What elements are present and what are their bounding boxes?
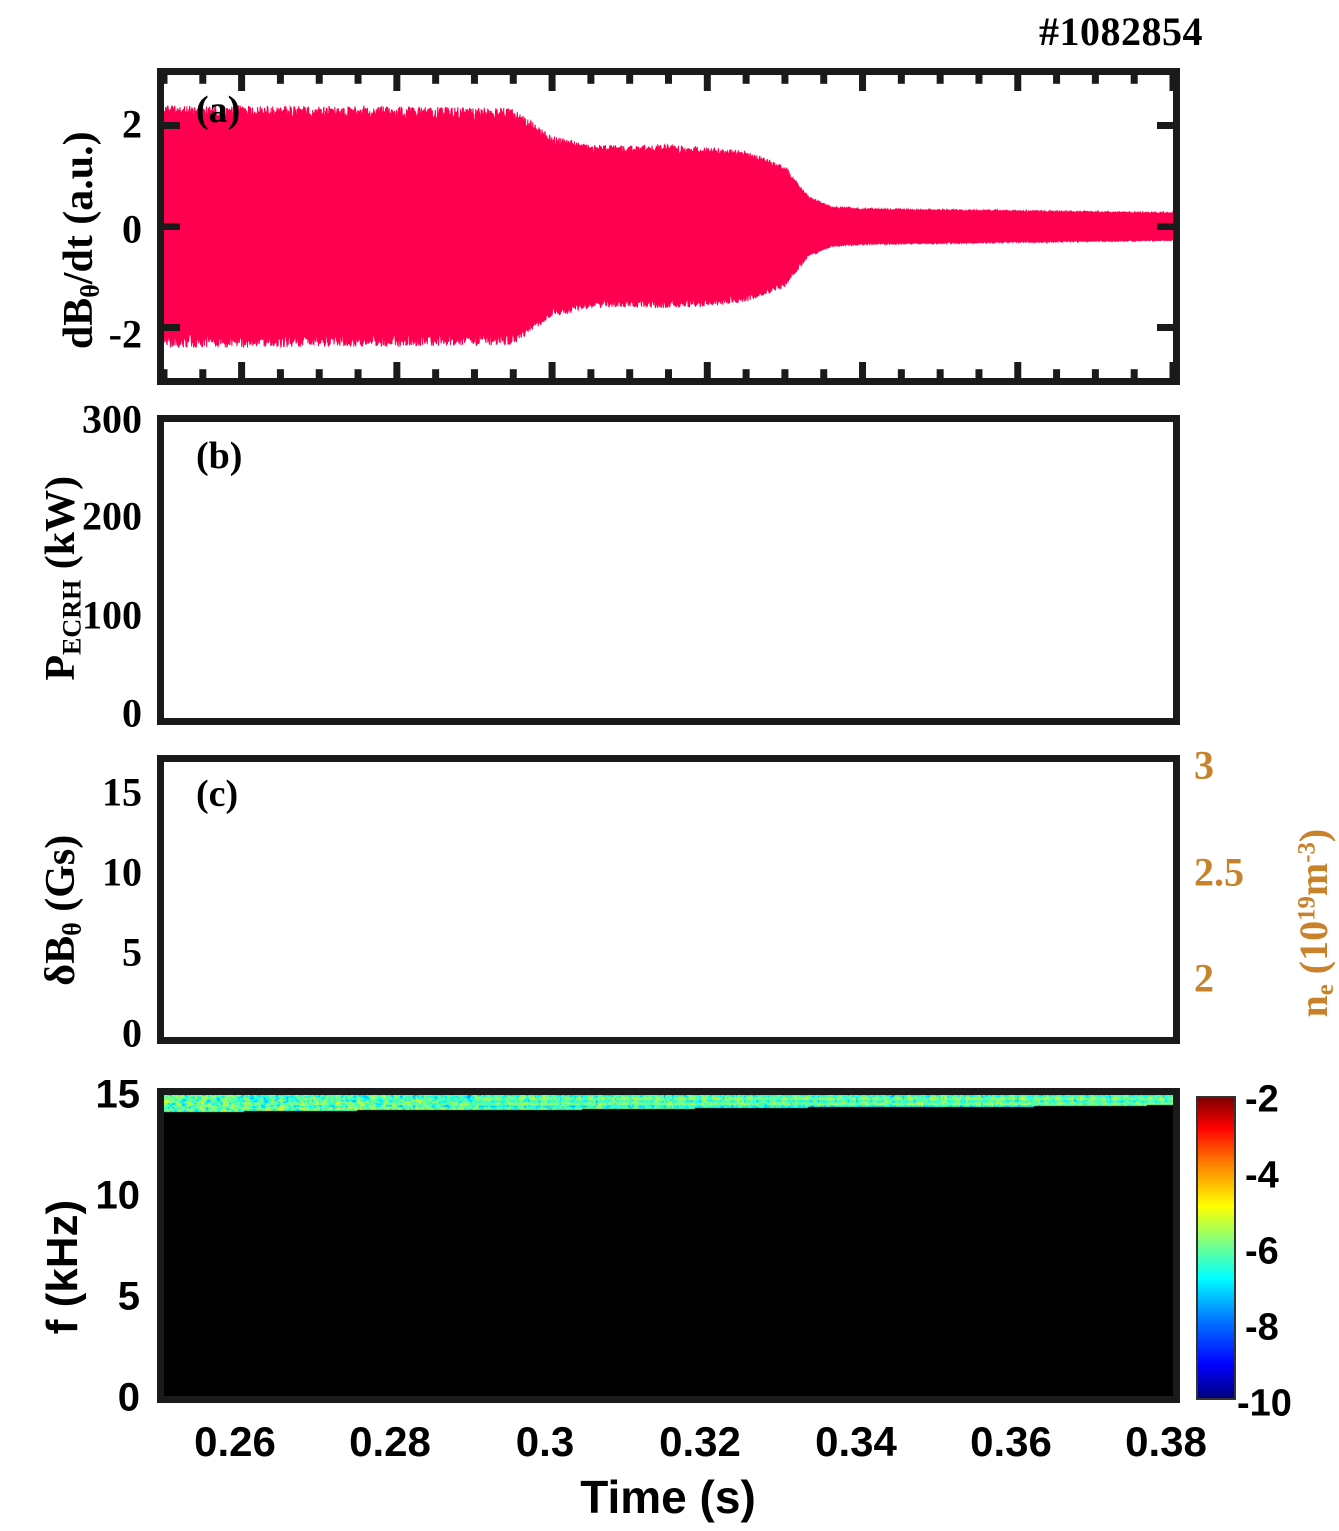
xaxis-title: Time (s) (580, 1471, 756, 1523)
panel-c-ytick-0: 0 (122, 1010, 142, 1056)
panel-b-ytick-0: 0 (122, 690, 142, 736)
panel-c-ytick-15: 15 (102, 769, 142, 815)
xtick-0: 0.26 (194, 1418, 276, 1465)
panel-c-dbtheta-ne (157, 755, 1180, 1044)
panel-a-dbdt (157, 68, 1180, 385)
panel-a-label: (a) (196, 89, 241, 131)
shot-number-label: #1082854 (1039, 9, 1203, 54)
panel-d-ytick-5: 5 (117, 1274, 140, 1319)
panel-c-ytick-right-2p5: 2.5 (1194, 849, 1244, 895)
panel-a-ytick-2: -2 (108, 311, 142, 357)
panel-d-label: (d) (196, 1111, 243, 1153)
colorbar-tick--2: -2 (1245, 1078, 1279, 1121)
xtick-3: 0.32 (659, 1418, 741, 1465)
spectrogram-image (164, 1095, 1173, 1396)
colorbar-tick--10: -10 (1237, 1382, 1292, 1425)
panel-c-ytick-10: 10 (102, 849, 142, 895)
panel-c-ytick-5: 5 (122, 929, 142, 975)
xtick-1: 0.28 (349, 1418, 431, 1465)
panel-c-ylabel-right: ne (1019m-3) (1290, 828, 1339, 1018)
panel-c-label: (c) (196, 773, 239, 815)
xtick-6: 0.38 (1125, 1418, 1207, 1465)
panel-c-ylabel-left: δBθ (Gs) (37, 834, 87, 986)
panel-a-ytick-1: 0 (122, 206, 142, 252)
colorbar-tick--6: -6 (1245, 1230, 1279, 1273)
panel-c-ytick-right-2: 2 (1194, 955, 1214, 1001)
spectrogram-colorbar (1196, 1096, 1236, 1400)
xtick-2: 0.3 (515, 1418, 575, 1465)
panel-b-ytick-100: 100 (82, 592, 142, 638)
panel-b-ytick-300: 300 (82, 396, 142, 442)
panel-b-label: (b) (196, 435, 243, 477)
colorbar-tick--8: -8 (1245, 1306, 1279, 1349)
panel-d-ylabel: f (kHz) (38, 1199, 87, 1335)
panel-a-ylabel: dBθ/dt (a.u.) (55, 131, 105, 350)
colorbar-tick--4: -4 (1245, 1154, 1279, 1197)
xtick-5: 0.36 (970, 1418, 1052, 1465)
panel-b-ytick-200: 200 (82, 493, 142, 539)
panel-b-ylabel: PECRH (kW) (37, 475, 87, 681)
panel-a-ytick-0: 2 (122, 101, 142, 147)
xtick-4: 0.34 (815, 1418, 897, 1465)
panel-c-ytick-right-3: 3 (1194, 742, 1214, 788)
panel-b-ecrh (157, 415, 1180, 725)
panel-d-ytick-0: 0 (117, 1375, 140, 1420)
panel-d-spectrogram (157, 1088, 1180, 1403)
panel-d-ytick-10: 10 (95, 1173, 141, 1218)
panel-d-ytick-15: 15 (95, 1072, 141, 1117)
